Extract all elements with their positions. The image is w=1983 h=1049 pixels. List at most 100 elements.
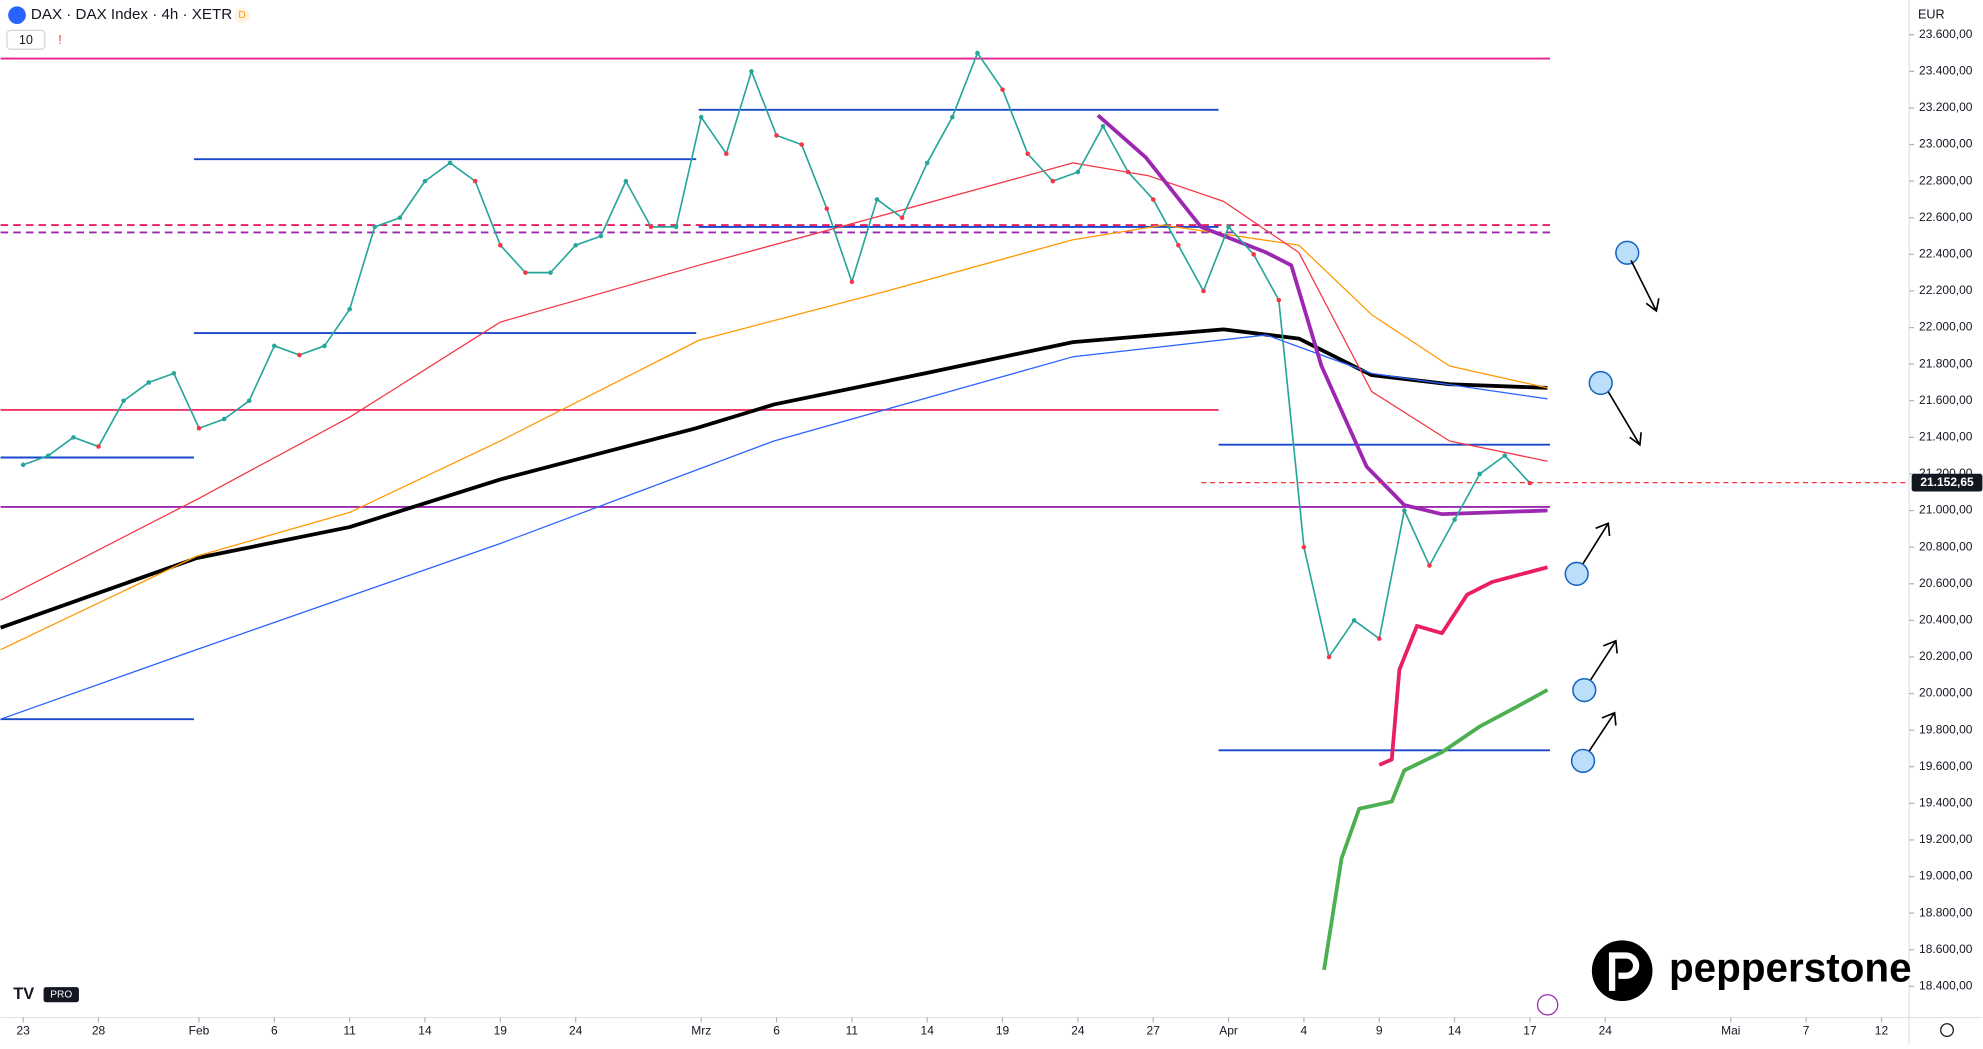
badge: D bbox=[238, 10, 245, 21]
y-tick-label: 19.000,00 bbox=[1919, 869, 1973, 883]
price-point bbox=[924, 160, 930, 166]
y-tick-label: 22.600,00 bbox=[1919, 210, 1973, 224]
price-point bbox=[272, 343, 277, 349]
y-tick-label: 21.800,00 bbox=[1919, 356, 1973, 370]
price-point bbox=[1376, 636, 1382, 641]
annotation-circle bbox=[1588, 370, 1613, 396]
logo-mark bbox=[1591, 940, 1653, 1002]
price-point bbox=[372, 224, 378, 230]
indicator-line bbox=[0, 162, 1548, 601]
price-point bbox=[1427, 563, 1432, 568]
price-point bbox=[1477, 471, 1482, 477]
y-tick-label: 18.600,00 bbox=[1919, 942, 1973, 956]
price-point bbox=[975, 50, 980, 56]
price-point bbox=[447, 160, 453, 166]
x-tick-label: 17 bbox=[1523, 1024, 1537, 1038]
price-point bbox=[1452, 517, 1457, 522]
x-tick-label: 19 bbox=[996, 1024, 1010, 1038]
price-point bbox=[422, 178, 428, 184]
indicator-line bbox=[1322, 688, 1549, 971]
y-tick-label: 20.400,00 bbox=[1919, 613, 1973, 627]
arrow bbox=[1589, 639, 1618, 681]
price-point bbox=[849, 279, 855, 285]
symbol-icon bbox=[8, 6, 26, 25]
flash-button[interactable] bbox=[1536, 994, 1559, 1016]
arrow bbox=[1630, 260, 1660, 313]
price-point bbox=[648, 224, 654, 230]
price-point bbox=[673, 224, 679, 230]
price-point bbox=[322, 343, 327, 349]
x-tick-label: 11 bbox=[846, 1024, 859, 1038]
currency-box[interactable] bbox=[1914, 5, 1948, 26]
y-tick-label: 20.200,00 bbox=[1919, 649, 1973, 663]
price-point bbox=[1000, 87, 1005, 92]
price-point bbox=[121, 398, 126, 404]
x-tick-label: Feb bbox=[189, 1024, 210, 1038]
x-tick-label: 14 bbox=[1448, 1024, 1462, 1038]
price-point bbox=[799, 142, 804, 147]
price-point bbox=[71, 435, 76, 440]
x-tick-label: Mrz bbox=[691, 1024, 711, 1038]
x-tick-label: 24 bbox=[569, 1024, 583, 1038]
y-tick-label: 18.400,00 bbox=[1919, 979, 1973, 993]
x-tick-label: Mai bbox=[1721, 1024, 1740, 1038]
last-price-label: 21.152,65 bbox=[1920, 475, 1974, 489]
price-point bbox=[950, 114, 955, 120]
price-point bbox=[1100, 123, 1106, 129]
count: 10 bbox=[19, 33, 33, 47]
chart-title: DAX · DAX Index · 4h · XETR bbox=[31, 6, 232, 23]
x-tick-label: 23 bbox=[17, 1024, 31, 1038]
arrow bbox=[1607, 391, 1642, 447]
price-point bbox=[1176, 242, 1181, 248]
price-point bbox=[297, 352, 302, 358]
x-tick-label: 7 bbox=[1803, 1024, 1810, 1038]
price-point bbox=[698, 114, 704, 120]
y-tick-label: 22.800,00 bbox=[1919, 173, 1973, 187]
y-tick-label: 22.200,00 bbox=[1919, 283, 1973, 297]
x-tick-label: 19 bbox=[494, 1024, 508, 1038]
price-point bbox=[1326, 654, 1332, 660]
x-tick-label: 12 bbox=[1875, 1024, 1889, 1038]
x-tick-label: 14 bbox=[921, 1024, 935, 1038]
price-point bbox=[548, 270, 553, 275]
last-price-box bbox=[1911, 473, 1983, 492]
price-point bbox=[749, 69, 754, 74]
settings-button[interactable] bbox=[1940, 1023, 1954, 1038]
badge-bg bbox=[234, 7, 250, 23]
indicator-line bbox=[0, 334, 1548, 720]
tv-badge-bg bbox=[43, 987, 79, 1003]
price-point bbox=[623, 178, 629, 184]
price-point bbox=[1502, 453, 1508, 458]
price-point bbox=[874, 197, 880, 202]
price-point bbox=[397, 215, 403, 221]
price-point bbox=[20, 462, 26, 468]
price-point bbox=[598, 233, 604, 239]
y-tick-label: 18.800,00 bbox=[1919, 905, 1973, 919]
arrow bbox=[1588, 711, 1617, 752]
y-tick-label: 22.000,00 bbox=[1919, 320, 1973, 334]
price-point bbox=[171, 371, 177, 376]
indicator-line bbox=[0, 224, 1548, 651]
price-point bbox=[1301, 544, 1307, 550]
annotation-circle bbox=[1615, 240, 1640, 265]
x-tick-label: 24 bbox=[1599, 1024, 1613, 1038]
y-tick-label: 21.400,00 bbox=[1919, 430, 1973, 444]
y-tick-label: 20.600,00 bbox=[1919, 576, 1973, 590]
x-tick-label: 14 bbox=[418, 1024, 432, 1038]
x-tick-label: 6 bbox=[773, 1024, 780, 1038]
plot-area bbox=[0, 50, 1551, 971]
price-point bbox=[1201, 288, 1206, 294]
x-tick-label: 27 bbox=[1147, 1024, 1161, 1038]
count-box[interactable] bbox=[6, 29, 46, 50]
y-tick-label: 21.000,00 bbox=[1919, 503, 1973, 517]
price-point bbox=[1251, 252, 1256, 257]
x-tick-label: 9 bbox=[1376, 1024, 1383, 1038]
arrow bbox=[1582, 522, 1611, 565]
tv-badge: PRO bbox=[50, 989, 72, 1000]
price-point bbox=[573, 242, 578, 248]
annotation-circles bbox=[1564, 240, 1640, 774]
x-tick-label: 11 bbox=[343, 1024, 356, 1038]
y-tick-label: 23.400,00 bbox=[1919, 64, 1973, 78]
